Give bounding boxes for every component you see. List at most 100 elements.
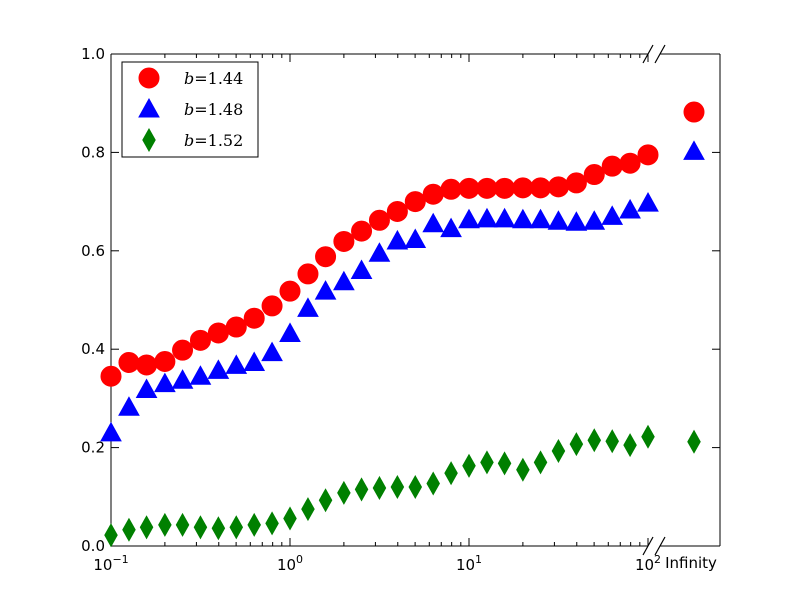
data-point	[408, 474, 423, 499]
infinity-data-point	[683, 101, 705, 123]
data-point	[404, 228, 427, 248]
marks-layer	[100, 101, 705, 548]
data-point	[440, 217, 462, 238]
data-point	[619, 198, 641, 219]
x-tick-label: 10−1	[93, 553, 128, 574]
data-point	[583, 210, 606, 230]
data-point	[318, 488, 333, 513]
y-tick-label: 0.6	[81, 242, 105, 260]
data-point	[118, 351, 140, 373]
y-tick-label: 1.0	[81, 45, 105, 63]
data-point	[637, 192, 659, 212]
data-point	[207, 322, 229, 344]
data-point	[193, 515, 208, 540]
data-point	[372, 475, 387, 500]
data-point	[243, 307, 265, 329]
data-point	[154, 351, 176, 372]
data-point	[512, 208, 534, 229]
infinity-axis-label: Infinity	[665, 554, 717, 572]
data-point	[136, 354, 158, 376]
data-point	[637, 144, 659, 166]
data-point	[154, 372, 176, 393]
data-point	[135, 378, 158, 399]
legend-marker	[138, 67, 160, 89]
data-point	[368, 242, 391, 262]
data-point	[476, 177, 498, 199]
data-point	[211, 516, 226, 541]
data-point	[462, 453, 476, 478]
data-point	[493, 207, 516, 228]
data-point	[529, 208, 552, 229]
data-point	[516, 457, 530, 482]
data-point	[422, 183, 444, 205]
x-tick-label: 100	[277, 553, 303, 574]
data-point	[139, 515, 154, 540]
data-point	[587, 428, 602, 453]
data-point	[444, 461, 458, 486]
legend-label: b=1.48	[184, 100, 243, 119]
data-point	[476, 207, 498, 228]
series-1.52	[104, 424, 701, 548]
data-point	[189, 365, 212, 385]
data-point	[189, 329, 211, 351]
axis-break-mark-bottom	[654, 536, 666, 556]
data-point	[243, 351, 266, 371]
data-point	[619, 152, 641, 174]
data-point	[390, 474, 405, 499]
data-point	[569, 432, 584, 457]
data-point	[426, 471, 440, 496]
data-point	[623, 433, 637, 458]
legend-label: b=1.52	[184, 131, 243, 150]
data-point	[565, 211, 588, 231]
data-point	[551, 439, 566, 464]
data-point	[315, 246, 337, 268]
data-point	[512, 177, 534, 199]
data-point	[605, 429, 619, 454]
data-point	[368, 209, 390, 231]
data-point	[351, 220, 373, 242]
data-point	[333, 270, 355, 291]
axes-layer: 0.0 0.2 0.4 0.6 0.8 1.0 10−1 100 101 102 Infinity	[81, 44, 721, 574]
data-point	[118, 396, 140, 416]
x-tick-label: 102	[635, 553, 661, 574]
infinity-data-point	[687, 429, 701, 454]
data-point	[301, 497, 315, 522]
data-point	[354, 477, 369, 502]
data-point	[458, 208, 480, 229]
data-point	[497, 451, 512, 476]
data-point	[333, 230, 355, 252]
data-point	[422, 212, 445, 233]
data-point	[480, 450, 494, 475]
series-1.48	[100, 140, 705, 442]
data-point	[404, 191, 426, 213]
data-point	[283, 506, 297, 531]
data-point	[494, 177, 516, 199]
data-point	[641, 424, 655, 449]
data-point	[261, 341, 283, 362]
data-point	[261, 295, 283, 317]
series-1.44	[100, 101, 705, 387]
data-point	[350, 259, 373, 279]
data-point	[547, 210, 570, 230]
infinity-data-point	[683, 140, 705, 160]
data-point	[583, 164, 605, 186]
data-point	[172, 339, 194, 361]
data-point	[225, 316, 247, 338]
x-tick-label: 101	[456, 553, 482, 574]
axis-break-mark-top	[654, 44, 666, 64]
data-point	[279, 322, 301, 342]
data-point	[601, 205, 624, 225]
y-tick-label: 0.2	[81, 439, 105, 457]
data-point	[530, 177, 552, 199]
data-point	[314, 280, 337, 300]
data-point	[565, 172, 587, 194]
data-point	[104, 523, 118, 548]
y-tick-label: 0.8	[81, 143, 105, 161]
data-point	[225, 354, 248, 374]
y-tick-label: 0.0	[81, 537, 105, 555]
y-tick-label: 0.4	[81, 340, 105, 358]
data-point	[247, 512, 261, 537]
data-point	[547, 176, 569, 198]
